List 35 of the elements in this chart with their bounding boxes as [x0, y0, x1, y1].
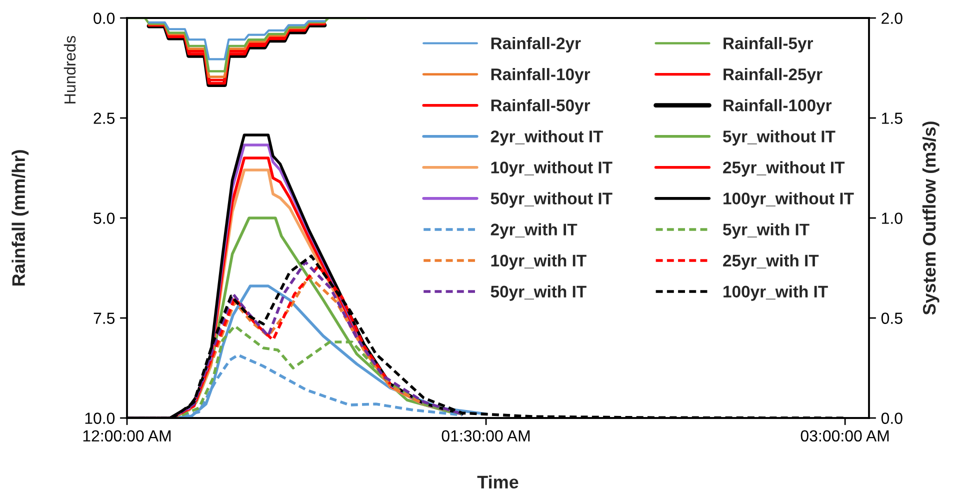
y-tick-label: 7.5 [94, 312, 115, 324]
y2-tick-label: 2.0 [882, 12, 902, 24]
y2-axis-title: System Outflow (m3/s) [922, 122, 940, 315]
x-tick-label: 03:00:00 AM [800, 430, 889, 442]
y2-tick-label: 1.0 [882, 212, 902, 224]
legend-label: 100yr_without IT [724, 192, 854, 208]
legend-label: Rainfall-2yr [491, 37, 581, 53]
legend-label: 2yr_with IT [490, 223, 578, 239]
legend-label: Rainfall-5yr [724, 37, 814, 53]
legend-label: 10yr_without IT [491, 161, 612, 177]
y-tick-label: 5.0 [94, 212, 115, 224]
x-axis-title: Time [477, 475, 518, 489]
legend-label: 50yr_with IT [490, 285, 586, 301]
x-tick-label: 01:30:00 AM [442, 430, 530, 442]
y-tick-label: 10.0 [85, 412, 115, 424]
legend-label: 25yr_with IT [723, 254, 819, 270]
legend-label: Rainfall-100yr [724, 99, 832, 115]
legend-label: Rainfall-10yr [491, 68, 590, 84]
legend-label: 100yr_with IT [724, 285, 828, 301]
y2-tick-label: 0.5 [881, 312, 902, 324]
legend-label: 25yr_without IT [723, 161, 845, 177]
y-axis-title: Rainfall (mm/hr) [12, 150, 29, 286]
legend-label: 5yr_with IT [723, 223, 810, 239]
y2-tick-label: 1.5 [882, 112, 902, 124]
legend-label: 5yr_without IT [723, 130, 836, 146]
legend-label: Rainfall-25yr [724, 68, 822, 84]
legend-label: 10yr_with IT [491, 254, 586, 270]
y-tick-label: 2.5 [94, 112, 115, 124]
y2-tick-label: 0.0 [881, 412, 902, 424]
legend-label: 50yr_without IT [490, 192, 612, 208]
x-tick-label: 12:00:00 AM [83, 430, 171, 442]
legend-label: 2yr_without IT [490, 130, 604, 146]
legend-label: Rainfall-50yr [491, 99, 590, 115]
text: Hundreds [64, 36, 76, 104]
y-tick-label: 0.0 [94, 12, 115, 24]
